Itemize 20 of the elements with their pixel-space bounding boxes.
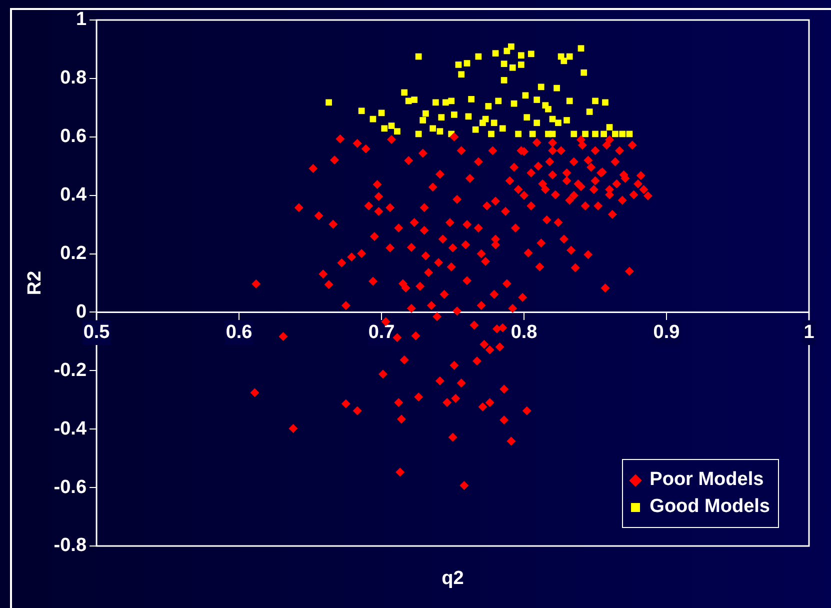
y-tick-label: 0.8: [60, 68, 87, 89]
y-tick-label: 1: [76, 9, 87, 30]
y-tick-label: 0.2: [60, 243, 87, 264]
x-tick-label: 0.6: [226, 322, 252, 343]
x-tick-label: 1: [804, 322, 815, 343]
y-tick-label: -0.4: [54, 418, 87, 440]
legend-label: Poor Models: [650, 469, 764, 491]
y-tick-label: -0.2: [54, 360, 87, 381]
legend-label: Good Models: [650, 496, 770, 518]
y-tick-label: 0.6: [60, 126, 87, 148]
y-tick-label: -0.8: [54, 535, 87, 556]
x-tick-label: 0.8: [510, 322, 538, 343]
x-tick-label: 0.5: [83, 322, 110, 343]
x-tick-label: 0.7: [368, 322, 395, 343]
y-tick-label: -0.6: [54, 476, 87, 498]
y-tick-label: 0.4: [60, 184, 87, 206]
y-tick-label: 0: [76, 301, 87, 322]
x-axis-title: q2: [442, 568, 464, 590]
y-axis-title: R2: [24, 270, 46, 296]
x-tick-label: 0.9: [653, 322, 680, 343]
